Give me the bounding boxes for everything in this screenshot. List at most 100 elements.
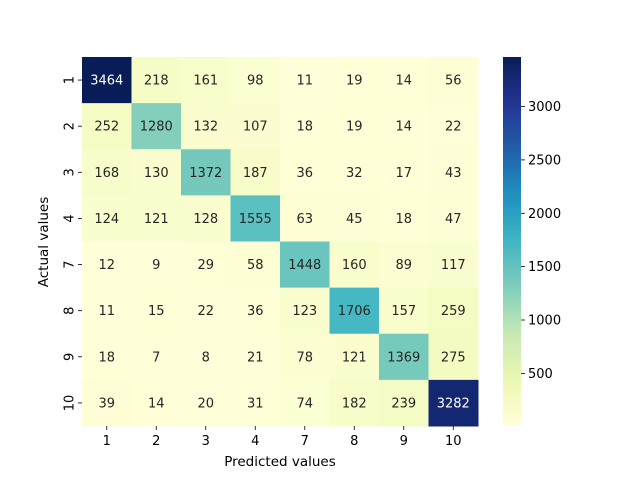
cell-value-label: 47 — [445, 212, 462, 227]
heatmap-cell — [428, 287, 479, 335]
heatmap-cell — [131, 287, 182, 335]
heatmap-cell — [230, 57, 281, 104]
cell-value-label: 32 — [346, 166, 363, 181]
cell-value-label: 43 — [445, 166, 462, 181]
heatmap-cell — [230, 195, 281, 242]
cell-value-label: 58 — [247, 258, 264, 273]
x-axis-title: Predicted values — [224, 454, 336, 470]
cell-value-label: 124 — [94, 212, 119, 227]
cell-value-label: 18 — [395, 212, 412, 227]
heatmap-cell — [329, 287, 380, 335]
heatmap-cell — [131, 57, 182, 104]
cell-value-label: 1706 — [338, 304, 371, 319]
cell-value-label: 36 — [296, 166, 313, 181]
cell-value-label: 56 — [445, 74, 462, 89]
heatmap-cell — [230, 379, 281, 427]
heatmap-cell — [230, 103, 281, 150]
cell-value-label: 14 — [395, 120, 412, 135]
colorbar-tick-label: 2500 — [528, 153, 561, 168]
heatmap-cell — [379, 333, 429, 381]
cell-value-label: 107 — [243, 120, 268, 135]
cell-value-label: 22 — [197, 304, 214, 319]
heatmap-cell — [428, 57, 479, 104]
cell-value-label: 161 — [193, 74, 218, 89]
y-tick-label: 7 — [63, 260, 78, 268]
heatmap-cell — [379, 287, 429, 335]
cell-value-label: 182 — [342, 396, 367, 411]
heatmap-cell — [181, 57, 231, 104]
heatmap-cell — [379, 149, 429, 196]
heatmap-cell — [82, 103, 132, 150]
x-tick-label: 4 — [251, 434, 259, 449]
heatmap-cell — [181, 287, 231, 335]
heatmap-cells — [82, 57, 479, 427]
colorbar-tick-label: 3000 — [528, 100, 561, 115]
y-tick-label: 3 — [63, 168, 78, 176]
cell-value-label: 14 — [148, 396, 165, 411]
cell-value-label: 78 — [296, 350, 313, 365]
cell-value-label: 157 — [391, 304, 416, 319]
cell-value-label: 239 — [391, 396, 416, 411]
cell-value-label: 39 — [98, 396, 115, 411]
heatmap-cell — [82, 195, 132, 242]
cell-value-label: 7 — [152, 350, 160, 365]
heatmap-cell — [280, 57, 330, 104]
heatmap-cell — [131, 333, 182, 381]
x-tick-label: 9 — [400, 434, 408, 449]
heatmap-cell — [230, 287, 281, 335]
y-tick-label: 10 — [63, 395, 78, 412]
cell-value-label: 17 — [395, 166, 412, 181]
cell-value-label: 19 — [346, 74, 363, 89]
cell-value-label: 18 — [296, 120, 313, 135]
heatmap-cell — [181, 379, 231, 427]
heatmap-cell — [329, 103, 380, 150]
heatmap-cell — [230, 149, 281, 196]
cell-value-label: 31 — [247, 396, 264, 411]
cell-value-label: 1369 — [387, 350, 420, 365]
cell-value-label: 18 — [98, 350, 115, 365]
cell-value-label: 29 — [197, 258, 214, 273]
heatmap-cell — [230, 333, 281, 381]
cell-value-label: 1372 — [189, 166, 222, 181]
cell-value-label: 63 — [296, 212, 313, 227]
heatmap-cell — [280, 241, 330, 289]
cell-value-label: 74 — [296, 396, 313, 411]
cell-value-label: 123 — [292, 304, 317, 319]
y-tick-label: 1 — [63, 76, 78, 84]
colorbar-tick-label: 500 — [528, 367, 553, 382]
cell-value-label: 121 — [342, 350, 367, 365]
heatmap-cell — [379, 379, 429, 427]
cell-value-label: 11 — [296, 74, 313, 89]
cell-value-label: 19 — [346, 120, 363, 135]
heatmap-cell — [280, 103, 330, 150]
heatmap-cell — [131, 103, 182, 150]
heatmap-cell — [280, 195, 330, 242]
cell-value-label: 45 — [346, 212, 363, 227]
cell-value-label: 11 — [98, 304, 115, 319]
heatmap-cell — [181, 103, 231, 150]
heatmap-cell — [280, 379, 330, 427]
heatmap-cell — [329, 379, 380, 427]
cell-value-label: 132 — [193, 120, 218, 135]
colorbar-tick-label: 1500 — [528, 260, 561, 275]
cell-value-label: 1555 — [239, 212, 272, 227]
heatmap-cell — [379, 195, 429, 242]
y-tick-label: 2 — [63, 122, 78, 130]
x-tick-label: 10 — [445, 434, 462, 449]
heatmap-cell — [428, 333, 479, 381]
cell-value-label: 160 — [342, 258, 367, 273]
heatmap-cell — [379, 103, 429, 150]
heatmap-cell — [131, 195, 182, 242]
y-axis-ticks: 1 2 3 4 7 8 9 10 — [63, 76, 82, 411]
heatmap-cell — [131, 241, 182, 289]
cell-value-label: 12 — [98, 258, 115, 273]
heatmap-cell — [181, 149, 231, 196]
y-tick-label: 8 — [63, 307, 78, 315]
heatmap-cell — [181, 195, 231, 242]
cell-value-label: 89 — [395, 258, 412, 273]
cell-value-label: 36 — [247, 304, 264, 319]
cell-value-label: 22 — [445, 120, 462, 135]
cell-value-label: 117 — [441, 258, 466, 273]
